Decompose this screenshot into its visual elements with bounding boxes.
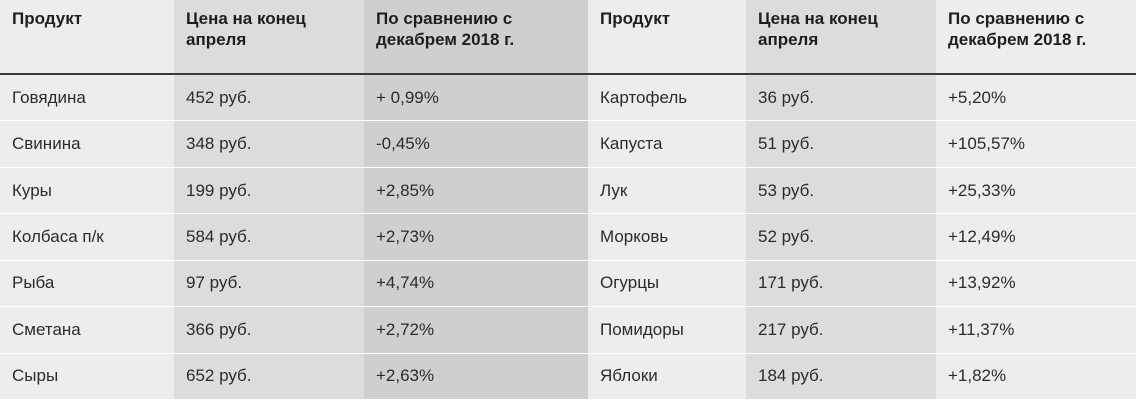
header-price-right: Цена на конец апреля — [746, 0, 936, 75]
cell-diff-right: +1,82% — [936, 353, 1136, 401]
cell-price-right: 171 руб. — [746, 260, 936, 308]
cell-price: 584 руб. — [174, 213, 364, 261]
cell-price: 452 руб. — [174, 74, 364, 122]
table-row: Свинина 348 руб. -0,45% Капуста 51 руб. … — [0, 120, 1136, 168]
cell-product: Рыба — [0, 260, 174, 308]
cell-price-right: 51 руб. — [746, 120, 936, 168]
header-diff-right: По сравнению с декабрем 2018 г. — [936, 0, 1136, 75]
cell-product: Сметана — [0, 306, 174, 354]
cell-product-right: Лук — [588, 167, 746, 215]
cell-diff: +2,72% — [364, 306, 588, 354]
cell-product: Куры — [0, 167, 174, 215]
cell-product-right: Помидоры — [588, 306, 746, 354]
cell-diff: + 0,99% — [364, 74, 588, 122]
cell-diff-right: +11,37% — [936, 306, 1136, 354]
cell-price-right: 36 руб. — [746, 74, 936, 122]
header-price-right-line1: Цена на конец — [758, 9, 878, 28]
cell-diff: +2,73% — [364, 213, 588, 261]
header-diff-line1: По сравнению с — [376, 9, 513, 28]
table-row: Сметана 366 руб. +2,72% Помидоры 217 руб… — [0, 306, 1136, 354]
price-comparison-table: Продукт Цена на конец апреля По сравнени… — [0, 0, 1136, 401]
cell-product: Сыры — [0, 353, 174, 401]
cell-product: Говядина — [0, 74, 174, 122]
header-diff-line2: декабрем 2018 г. — [376, 30, 515, 49]
table-row: Куры 199 руб. +2,85% Лук 53 руб. +25,33% — [0, 167, 1136, 215]
cell-diff-right: +105,57% — [936, 120, 1136, 168]
cell-price-right: 52 руб. — [746, 213, 936, 261]
table-row: Говядина 452 руб. + 0,99% Картофель 36 р… — [0, 74, 1136, 122]
table-row: Рыба 97 руб. +4,74% Огурцы 171 руб. +13,… — [0, 260, 1136, 308]
cell-diff-right: +13,92% — [936, 260, 1136, 308]
cell-diff: -0,45% — [364, 120, 588, 168]
header-price-line1: Цена на конец — [186, 9, 306, 28]
cell-product: Свинина — [0, 120, 174, 168]
cell-price: 199 руб. — [174, 167, 364, 215]
cell-product-right: Огурцы — [588, 260, 746, 308]
cell-diff: +4,74% — [364, 260, 588, 308]
cell-product-right: Капуста — [588, 120, 746, 168]
header-product-right: Продукт — [588, 0, 746, 75]
cell-product-right: Морковь — [588, 213, 746, 261]
table-header-row: Продукт Цена на конец апреля По сравнени… — [0, 0, 1136, 75]
header-price-line2: апреля — [186, 30, 247, 49]
header-diff-right-line1: По сравнению с — [948, 9, 1085, 28]
cell-price: 366 руб. — [174, 306, 364, 354]
cell-price: 652 руб. — [174, 353, 364, 401]
cell-product: Колбаса п/к — [0, 213, 174, 261]
cell-diff-right: +25,33% — [936, 167, 1136, 215]
cell-diff-right: +5,20% — [936, 74, 1136, 122]
cell-price: 97 руб. — [174, 260, 364, 308]
header-price-right-line2: апреля — [758, 30, 819, 49]
cell-diff: +2,63% — [364, 353, 588, 401]
cell-diff: +2,85% — [364, 167, 588, 215]
cell-price-right: 184 руб. — [746, 353, 936, 401]
cell-price-right: 217 руб. — [746, 306, 936, 354]
header-diff: По сравнению с декабрем 2018 г. — [364, 0, 588, 75]
cell-price-right: 53 руб. — [746, 167, 936, 215]
table-row: Сыры 652 руб. +2,63% Яблоки 184 руб. +1,… — [0, 353, 1136, 401]
cell-product-right: Картофель — [588, 74, 746, 122]
table-row: Колбаса п/к 584 руб. +2,73% Морковь 52 р… — [0, 213, 1136, 261]
cell-product-right: Яблоки — [588, 353, 746, 401]
cell-diff-right: +12,49% — [936, 213, 1136, 261]
cell-price: 348 руб. — [174, 120, 364, 168]
header-diff-right-line2: декабрем 2018 г. — [948, 30, 1087, 49]
header-price: Цена на конец апреля — [174, 0, 364, 75]
header-product: Продукт — [0, 0, 174, 75]
